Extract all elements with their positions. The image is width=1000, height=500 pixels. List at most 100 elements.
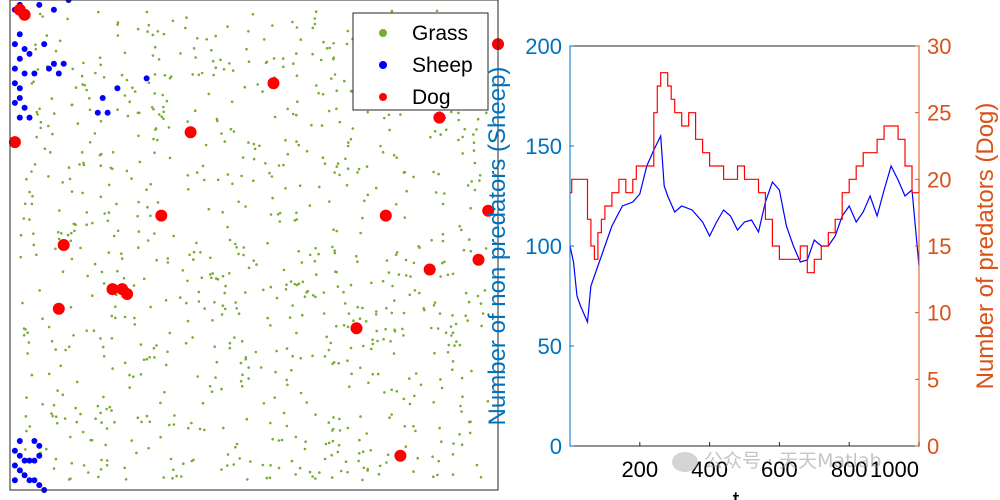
grass-point bbox=[30, 373, 34, 377]
timeseries-plot-area bbox=[570, 46, 919, 446]
grass-point bbox=[252, 157, 256, 161]
grass-point bbox=[271, 24, 274, 27]
grass-point bbox=[440, 386, 444, 390]
grass-point bbox=[457, 111, 460, 115]
grass-point bbox=[485, 111, 488, 115]
grass-point bbox=[436, 327, 440, 330]
grass-point bbox=[116, 108, 119, 111]
grass-point bbox=[295, 211, 298, 215]
grass-point bbox=[162, 117, 165, 121]
grass-point bbox=[111, 167, 114, 171]
sheep-point bbox=[104, 109, 111, 116]
grass-point bbox=[361, 478, 364, 482]
grass-point bbox=[289, 280, 293, 283]
grass-point bbox=[393, 299, 396, 302]
grass-point bbox=[146, 205, 149, 209]
grass-point bbox=[244, 357, 248, 361]
sheep-point bbox=[94, 109, 101, 116]
grass-point bbox=[277, 466, 281, 470]
grass-point bbox=[152, 108, 155, 111]
grass-point bbox=[262, 38, 266, 41]
grass-point bbox=[70, 461, 74, 465]
grass-point bbox=[168, 423, 171, 427]
grass-point bbox=[237, 252, 240, 256]
grass-point bbox=[181, 269, 185, 272]
grass-point bbox=[82, 464, 86, 467]
grass-point bbox=[155, 344, 158, 347]
dog-point bbox=[379, 209, 392, 222]
grass-point bbox=[361, 450, 365, 454]
grass-point bbox=[158, 113, 161, 116]
grass-point bbox=[462, 248, 466, 252]
grass-point bbox=[87, 471, 90, 474]
grass-point bbox=[333, 251, 337, 255]
sheep-point bbox=[60, 60, 67, 67]
grass-point bbox=[429, 135, 432, 139]
grass-point bbox=[136, 27, 140, 31]
grass-point bbox=[99, 164, 103, 167]
grass-point bbox=[451, 272, 455, 276]
grass-point bbox=[185, 16, 188, 19]
grass-point bbox=[105, 459, 109, 462]
grass-point bbox=[390, 9, 394, 13]
grass-point bbox=[408, 293, 412, 297]
dog-point bbox=[52, 302, 65, 315]
grass-point bbox=[439, 275, 442, 278]
grass-point bbox=[295, 113, 298, 117]
grass-point bbox=[102, 76, 106, 79]
grass-point bbox=[111, 367, 114, 370]
grass-point bbox=[60, 232, 63, 235]
grass-point bbox=[339, 469, 343, 473]
grass-point bbox=[164, 363, 168, 367]
grass-point bbox=[450, 334, 453, 337]
grass-point bbox=[80, 151, 84, 154]
grass-point bbox=[473, 161, 477, 165]
grass-point bbox=[153, 92, 156, 95]
grass-point bbox=[440, 440, 443, 444]
grass-point bbox=[412, 424, 415, 428]
grass-point bbox=[304, 440, 307, 444]
grass-point bbox=[297, 250, 301, 253]
grass-point bbox=[156, 138, 159, 142]
grass-point bbox=[201, 401, 205, 405]
grass-point bbox=[228, 238, 232, 242]
grass-point bbox=[38, 289, 41, 292]
grass-point bbox=[99, 411, 102, 415]
grass-point bbox=[401, 327, 404, 331]
grass-point bbox=[230, 100, 234, 104]
grass-point bbox=[203, 307, 206, 310]
grass-point bbox=[291, 354, 294, 358]
grass-point bbox=[105, 427, 109, 430]
grass-point bbox=[278, 220, 282, 223]
sheep-point bbox=[16, 452, 23, 459]
grass-point bbox=[172, 234, 175, 238]
grass-point bbox=[99, 63, 102, 67]
grass-point bbox=[241, 373, 244, 377]
grass-point bbox=[79, 246, 82, 250]
grass-point bbox=[258, 144, 261, 148]
grass-point bbox=[32, 243, 36, 247]
grass-point bbox=[461, 152, 465, 155]
grass-point bbox=[223, 291, 226, 295]
grass-point bbox=[147, 446, 150, 450]
grass-point bbox=[210, 276, 213, 280]
grass-point bbox=[69, 239, 73, 243]
grass-point bbox=[240, 339, 244, 343]
grass-point bbox=[240, 384, 244, 388]
sheep-line bbox=[569, 133, 920, 325]
grass-point bbox=[281, 57, 285, 60]
grass-point bbox=[207, 207, 211, 211]
grass-point bbox=[232, 130, 236, 133]
grass-point bbox=[26, 331, 29, 335]
grass-point bbox=[393, 330, 397, 333]
grass-point bbox=[451, 473, 455, 476]
sheep-point bbox=[11, 41, 18, 48]
grass-point bbox=[382, 337, 385, 341]
grass-point bbox=[145, 414, 149, 418]
grass-point bbox=[252, 179, 255, 182]
grass-point bbox=[74, 406, 77, 410]
grass-point bbox=[355, 254, 358, 258]
x-ticks: 200 400 600 800 1000 bbox=[621, 442, 920, 482]
grass-point bbox=[41, 403, 44, 406]
grass-point bbox=[285, 347, 289, 350]
